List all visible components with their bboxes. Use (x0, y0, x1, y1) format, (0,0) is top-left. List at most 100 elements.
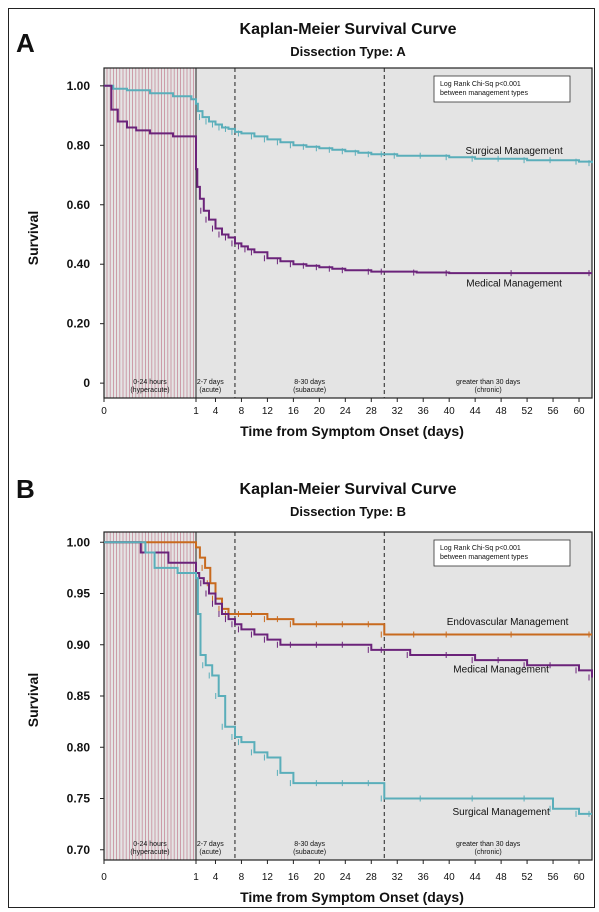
series-line-medical-management (104, 541, 593, 678)
x-tick-label: 8 (239, 406, 245, 417)
y-axis-label: Survival (25, 673, 41, 727)
censor-marks-surgical-management (202, 662, 590, 817)
x-tick-label: 56 (547, 406, 559, 417)
phase-label: greater than 30 days (456, 379, 521, 386)
x-tick-label: 52 (522, 872, 534, 883)
x-tick-label: 56 (547, 872, 559, 883)
phase-label: 2-7 days (197, 841, 224, 848)
series-line-endovascular-management (104, 541, 592, 636)
x-tick-label: 60 (573, 406, 585, 417)
phase-label: greater than 30 days (456, 841, 521, 848)
panel-b: B Kaplan-Meier Survival Curve Dissection T… (16, 474, 593, 905)
x-tick-label: 40 (444, 406, 456, 417)
x-tick-label: 8 (239, 872, 245, 883)
hyperacute-hatch (106, 532, 194, 860)
x-tick-label: 20 (314, 406, 326, 417)
chart-subtitle: Dissection Type: B (290, 504, 406, 519)
x-tick-label: 40 (444, 872, 456, 883)
x-tick-label: 0 (101, 406, 107, 417)
phase-sublabel: (hyperacute) (130, 387, 169, 394)
series-label: Endovascular Management (447, 617, 569, 628)
phase-label: 8-30 days (294, 841, 325, 848)
plot-area (104, 532, 592, 860)
phase-label: 0-24 hours (133, 379, 167, 386)
x-tick-label: 4 (213, 406, 219, 417)
panel-a: A Kaplan-Meier Survival Curve Dissection T… (16, 21, 593, 439)
censor-marks-medical-management (200, 580, 590, 681)
x-tick-label: 52 (522, 406, 534, 417)
x-tick-label: 12 (262, 406, 274, 417)
x-tick-label: 28 (366, 406, 378, 417)
chart-subtitle: Dissection Type: A (290, 44, 406, 59)
annotation-text: between management types (440, 90, 528, 97)
x-tick-label: 12 (262, 872, 274, 883)
phase-sublabel: (chronic) (475, 387, 502, 394)
x-axis-label: Time from Symptom Onset (days) (240, 423, 464, 439)
y-tick-label: 0.75 (67, 792, 91, 806)
series-line-medical-management (104, 84, 592, 275)
x-tick-label: 4 (213, 872, 219, 883)
y-tick-label: 0.70 (67, 843, 91, 857)
phase-sublabel: (hyperacute) (130, 849, 169, 856)
x-tick-label: 48 (496, 872, 508, 883)
x-tick-label: 0 (101, 872, 107, 883)
censor-marks-medical-management (200, 207, 590, 277)
phase-label: 8-30 days (294, 379, 325, 386)
annotation-box (433, 539, 571, 567)
y-axis-label: Survival (25, 211, 41, 265)
x-tick-label: 20 (314, 872, 326, 883)
phase-label: 0-24 hours (133, 841, 167, 848)
y-tick-label: 0.20 (67, 317, 91, 331)
y-tick-label: 0 (83, 376, 90, 390)
plot-area (104, 68, 592, 398)
annotation-text: Log Rank Chi-Sq p<0.001 (440, 545, 521, 552)
censor-marks-endovascular-management (201, 564, 590, 638)
panel-letter: A (16, 28, 35, 58)
series-label: Medical Management (466, 279, 562, 290)
x-tick-label: 36 (418, 872, 430, 883)
x-tick-label: 32 (392, 406, 404, 417)
x-tick-label: 24 (340, 406, 352, 417)
phase-sublabel: (acute) (199, 387, 221, 394)
phase-sublabel: (acute) (199, 849, 221, 856)
y-tick-label: 0.80 (67, 138, 91, 152)
x-tick-label: 1 (193, 406, 199, 417)
panel-letter: B (16, 474, 35, 504)
y-tick-label: 0.60 (67, 198, 91, 212)
y-tick-label: 0.40 (67, 257, 91, 271)
series-label: Medical Management (453, 664, 549, 675)
annotation-text: between management types (440, 554, 528, 561)
chart-title: Kaplan-Meier Survival Curve (240, 21, 457, 38)
x-tick-label: 60 (573, 872, 585, 883)
series-line-surgical-management (104, 84, 593, 164)
x-tick-label: 16 (288, 406, 300, 417)
annotation-box (433, 75, 571, 103)
x-tick-label: 36 (418, 406, 430, 417)
phase-sublabel: (chronic) (475, 849, 502, 856)
figure-border (8, 8, 595, 908)
plot-frame (103, 67, 593, 399)
x-axis-label: Time from Symptom Onset (days) (240, 889, 464, 905)
hyperacute-hatch (106, 68, 194, 398)
x-tick-label: 1 (193, 872, 199, 883)
phase-sublabel: (subacute) (293, 387, 326, 394)
y-tick-label: 1.00 (67, 79, 91, 93)
x-tick-label: 32 (392, 872, 404, 883)
series-label: Surgical Management (452, 807, 549, 818)
x-tick-label: 44 (470, 872, 482, 883)
y-tick-label: 1.00 (67, 535, 91, 549)
y-tick-label: 0.90 (67, 638, 91, 652)
chart-title: Kaplan-Meier Survival Curve (240, 481, 457, 498)
y-tick-label: 0.85 (67, 689, 91, 703)
phase-label: 2-7 days (197, 379, 224, 386)
x-tick-label: 44 (470, 406, 482, 417)
y-tick-label: 0.80 (67, 740, 91, 754)
phase-sublabel: (subacute) (293, 849, 326, 856)
series-label: Surgical Management (465, 146, 562, 157)
series-line-surgical-management (104, 541, 592, 815)
y-tick-label: 0.95 (67, 587, 91, 601)
annotation-text: Log Rank Chi-Sq p<0.001 (440, 81, 521, 88)
x-tick-label: 48 (496, 406, 508, 417)
x-tick-label: 24 (340, 872, 352, 883)
